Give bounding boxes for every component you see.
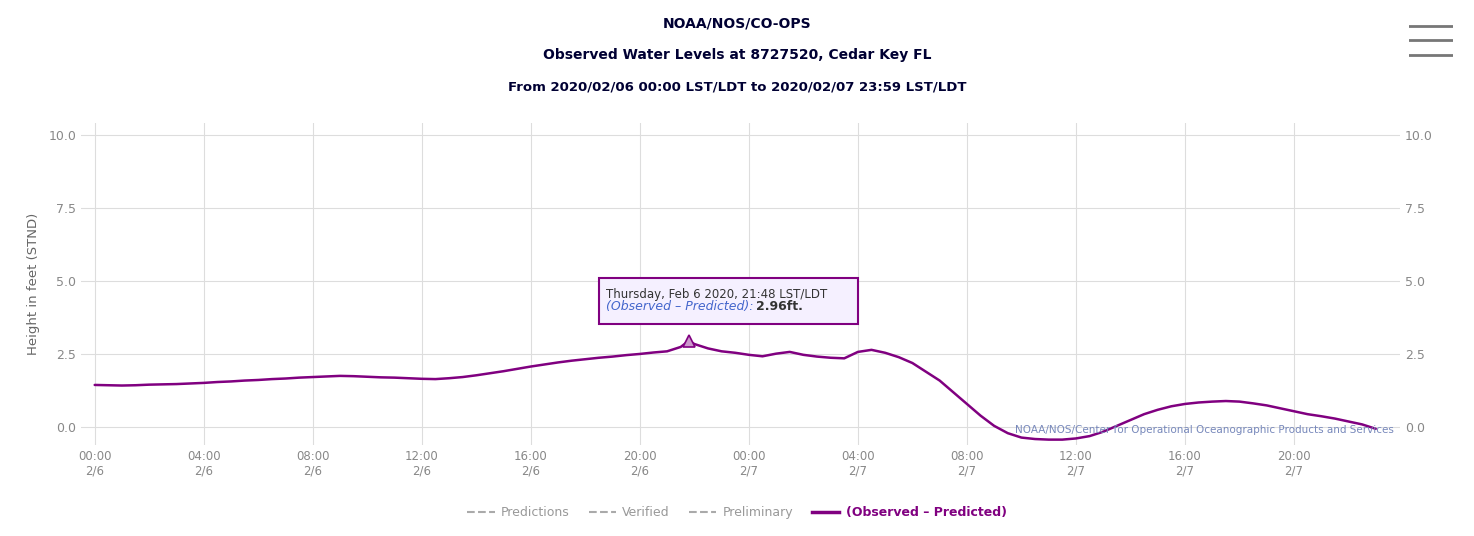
FancyBboxPatch shape (598, 278, 858, 324)
Text: Observed Water Levels at 8727520, Cedar Key FL: Observed Water Levels at 8727520, Cedar … (542, 48, 932, 62)
Text: Thursday, Feb 6 2020, 21:48 LST/LDT: Thursday, Feb 6 2020, 21:48 LST/LDT (606, 288, 827, 301)
Legend: Predictions, Verified, Preliminary, (Observed – Predicted): Predictions, Verified, Preliminary, (Obs… (463, 501, 1011, 524)
Text: 2.96ft.: 2.96ft. (756, 300, 802, 314)
Text: NOAA/NOS/CO-OPS: NOAA/NOS/CO-OPS (663, 16, 811, 30)
Text: NOAA/NOS/Center for Operational Oceanographic Products and Services: NOAA/NOS/Center for Operational Oceanogr… (1014, 425, 1394, 435)
Text: (Observed – Predicted):: (Observed – Predicted): (606, 300, 758, 314)
Y-axis label: Height in feet (STND): Height in feet (STND) (27, 213, 40, 355)
Text: From 2020/02/06 00:00 LST/LDT to 2020/02/07 23:59 LST/LDT: From 2020/02/06 00:00 LST/LDT to 2020/02… (507, 80, 967, 93)
